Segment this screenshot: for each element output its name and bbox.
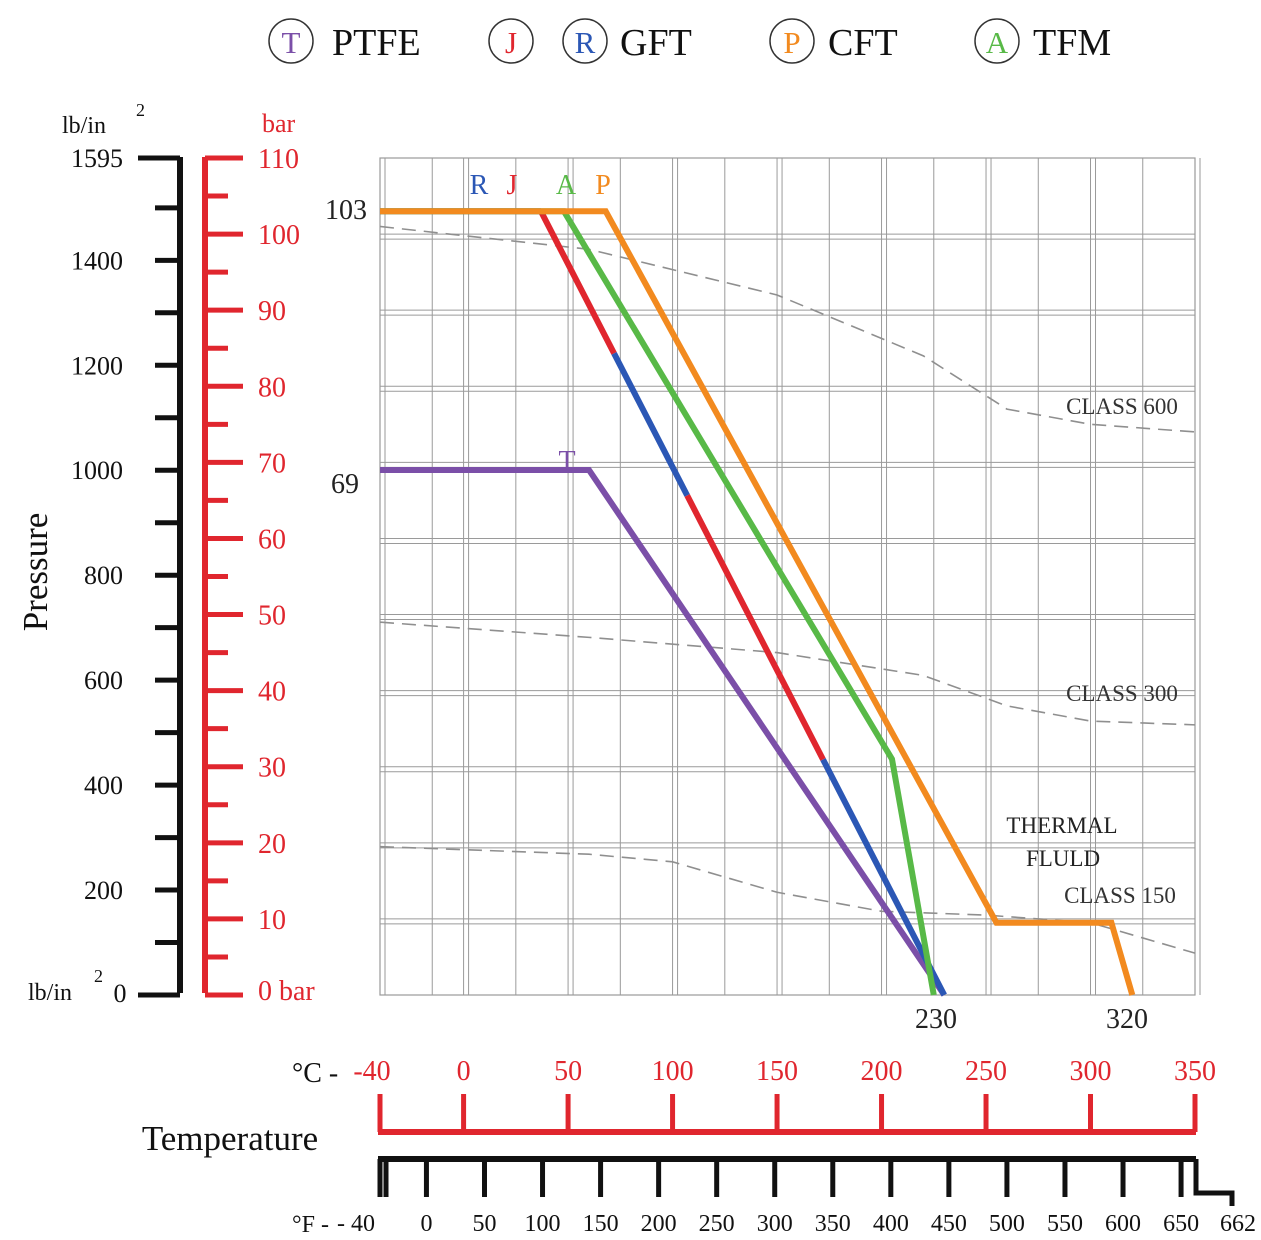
fahrenheit-tick-label: 350: [815, 1211, 851, 1237]
series-lines: [380, 208, 1136, 997]
psi-tick-label: 200: [84, 876, 123, 905]
series-line-j: [684, 494, 826, 761]
psi-tick-label: 400: [84, 771, 123, 800]
bar-tick-label: 30: [258, 753, 286, 784]
x-axis-title: Temperature: [142, 1119, 318, 1158]
celsius-tick-label: 350: [1174, 1056, 1216, 1087]
annotation: 103: [325, 195, 367, 226]
celsius-tick-label: 300: [1070, 1056, 1112, 1087]
series-line-j: [538, 209, 617, 355]
bar-tick-label: 100: [258, 220, 300, 251]
fahrenheit-tick-label: 550: [1047, 1211, 1083, 1237]
fahrenheit-tick-label: 650: [1163, 1211, 1199, 1237]
class-curve: [379, 621, 1196, 726]
bar-tick-label: 110: [258, 144, 299, 175]
fahrenheit-tick-label: 250: [699, 1211, 735, 1237]
class-curve: [379, 845, 1196, 954]
bar-tick-label: 50: [258, 601, 286, 632]
legend-symbol: P: [783, 25, 800, 60]
psi-unit-label: lb/in: [28, 980, 72, 1006]
celsius-tick-label: 200: [861, 1056, 903, 1087]
legend-symbol-circle: [488, 18, 534, 64]
series-line-p: [380, 208, 1136, 996]
fahrenheit-tick-label: 450: [931, 1211, 967, 1237]
bar-tick-label: 60: [258, 524, 286, 555]
psi-tick-label: 800: [84, 561, 123, 590]
annotation: THERMAL: [1006, 813, 1117, 838]
class-curve-label: CLASS 150: [1064, 883, 1176, 908]
fahrenheit-tick-label: 500: [989, 1211, 1025, 1237]
fahrenheit-tick-label: 662: [1220, 1211, 1256, 1237]
legend: T PTFE J R GFT P CFT A TFM: [268, 18, 1111, 64]
curve-label: T: [558, 446, 575, 477]
annotation: FLULD: [1026, 846, 1100, 871]
annotation: 230: [915, 1004, 957, 1035]
psi-unit-superscript: 2: [136, 100, 145, 120]
legend-symbol-circle: [562, 18, 608, 64]
annotation: 69: [331, 469, 359, 500]
celsius-tick-label: 50: [554, 1056, 582, 1087]
curve-label: A: [556, 170, 577, 201]
class-curve-label: CLASS 600: [1066, 394, 1178, 419]
psi-unit-label: lb/in: [62, 113, 106, 139]
psi-tick-label: 0: [114, 979, 127, 1008]
fahrenheit-tick-label: 200: [641, 1211, 677, 1237]
bar-tick-label: 80: [258, 372, 286, 403]
fahrenheit-tick-label: 600: [1105, 1211, 1141, 1237]
fahrenheit-tick-label: 0: [420, 1211, 432, 1237]
legend-symbol: J: [505, 25, 517, 60]
legend-symbol-circle: [769, 18, 815, 64]
psi-tick-label: 1000: [71, 456, 123, 485]
legend-label: CFT: [828, 22, 898, 64]
fahrenheit-axis-end: [1193, 1159, 1235, 1206]
bar-tick-label: 90: [258, 296, 286, 327]
psi-tick-label: 1200: [71, 351, 123, 380]
legend-label: PTFE: [332, 22, 421, 64]
y-axis-title: Pressure: [16, 513, 55, 632]
psi-tick-label: 600: [84, 666, 123, 695]
curve-label: P: [595, 170, 611, 201]
psi-unit-superscript: 2: [94, 966, 103, 986]
celsius-tick-label: 0: [457, 1056, 471, 1087]
celsius-unit-label: °C -: [292, 1058, 338, 1089]
legend-label: TFM: [1033, 22, 1111, 64]
fahrenheit-tick-label: 400: [873, 1211, 909, 1237]
class-curve-label: CLASS 300: [1066, 681, 1178, 706]
legend-symbol: R: [575, 25, 596, 60]
series-line-a: [380, 208, 937, 996]
bar-tick-label: 0 bar: [258, 976, 315, 1007]
bar-tick-label: 20: [258, 829, 286, 860]
celsius-tick-label: 250: [965, 1056, 1007, 1087]
curve-labels: R J A P T 103 69 230 320 THERMAL FLULD: [325, 170, 1148, 1035]
bar-tick-label: 70: [258, 448, 286, 479]
fahrenheit-tick-label: 100: [525, 1211, 561, 1237]
legend-symbol: A: [986, 25, 1009, 60]
bar-tick-label: 40: [258, 677, 286, 708]
legend-symbol-circle: [268, 18, 314, 64]
plot-frame: [379, 157, 1196, 996]
celsius-tick-label: 100: [652, 1056, 694, 1087]
fahrenheit-tick-label: 150: [583, 1211, 619, 1237]
fahrenheit-tick-label: - 40: [337, 1211, 375, 1237]
series-line-t: [380, 466, 947, 997]
annotation: 320: [1106, 1004, 1148, 1035]
legend-symbol-circle: [974, 18, 1020, 64]
legend-label: GFT: [620, 22, 692, 64]
psi-tick-label: 1595: [71, 144, 123, 173]
curve-label: R: [470, 170, 489, 201]
fahrenheit-tick-label: 300: [757, 1211, 793, 1237]
psi-tick-label: 1400: [71, 246, 123, 275]
legend-symbol: T: [282, 25, 301, 60]
fahrenheit-unit-label: °F -: [292, 1212, 329, 1238]
celsius-tick-label: -40: [353, 1056, 390, 1087]
temperature-axes: -40 0 50 100 150 200 250 300 350 °C - - 40 0 50 100 15…: [292, 1056, 1256, 1238]
curve-label: J: [507, 170, 518, 201]
series-line-r: [611, 352, 690, 497]
bar-unit-label: bar: [262, 109, 296, 138]
bar-tick-label: 10: [258, 905, 286, 936]
celsius-tick-label: 150: [756, 1056, 798, 1087]
fahrenheit-tick-label: 50: [472, 1211, 496, 1237]
pressure-axes: 1595 1400 1200 1000 800 600 400 200 0 lb/in 2 lb/in…: [28, 100, 315, 1008]
